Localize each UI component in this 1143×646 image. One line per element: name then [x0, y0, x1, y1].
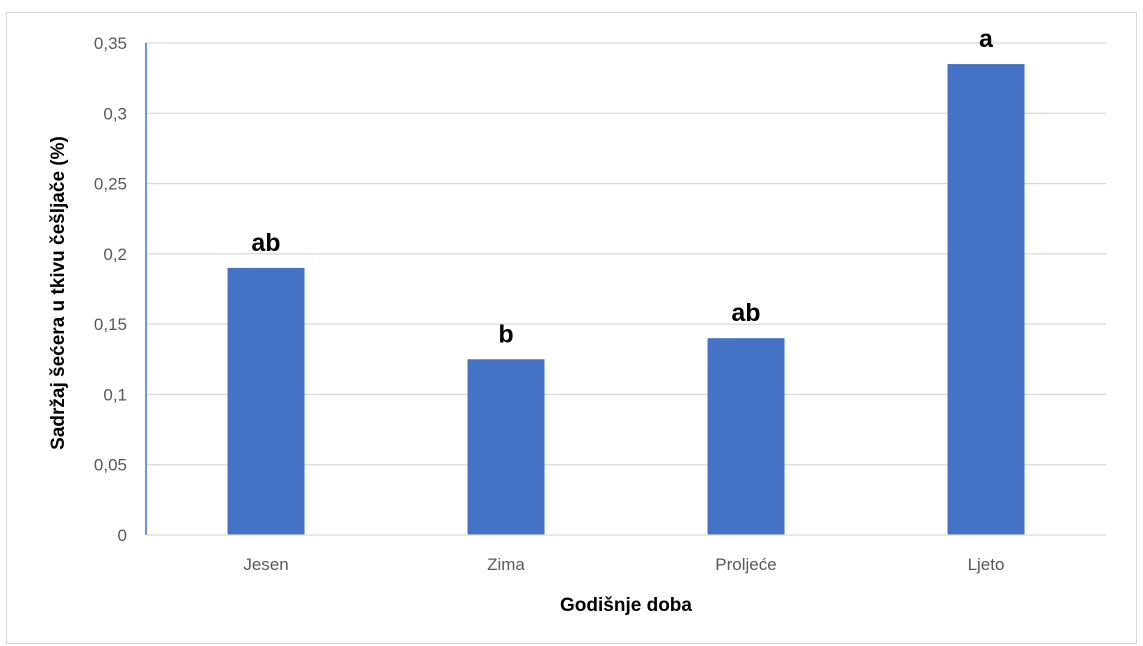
bar — [707, 338, 785, 535]
bar-data-label: ab — [731, 299, 760, 327]
y-tick-label: 0,2 — [103, 245, 127, 264]
x-tick-label: Zima — [487, 555, 525, 574]
bar-data-label: b — [498, 320, 513, 348]
y-tick-label: 0,15 — [94, 315, 127, 334]
x-tick-label: Proljeće — [715, 555, 776, 574]
y-axis-title: Sadržaj šećera u tkivu češljače (%) — [48, 136, 69, 450]
bar-labels: ab b ab a — [251, 25, 994, 348]
bar — [947, 64, 1025, 535]
y-tick-label: 0,25 — [94, 175, 127, 194]
bar — [227, 267, 305, 535]
y-tick-labels: 0 0,05 0,1 0,15 0,2 0,25 0,3 0,35 — [94, 34, 127, 545]
x-tick-label: Jesen — [243, 555, 288, 574]
y-tick-label: 0,3 — [103, 104, 127, 123]
bars — [227, 64, 1025, 535]
bar-data-label: ab — [251, 229, 280, 257]
y-tick-label: 0,35 — [94, 34, 127, 53]
bar — [467, 359, 545, 535]
bar-data-label: a — [979, 25, 994, 53]
y-tick-label: 0,05 — [94, 456, 127, 475]
y-tick-label: 0,1 — [103, 385, 127, 404]
x-tick-labels: Jesen Zima Proljeće Ljeto — [243, 555, 1004, 574]
x-axis-title: Godišnje doba — [560, 595, 692, 616]
x-tick-label: Ljeto — [968, 555, 1005, 574]
y-tick-label: 0 — [118, 526, 127, 545]
gridlines — [146, 42, 1106, 466]
